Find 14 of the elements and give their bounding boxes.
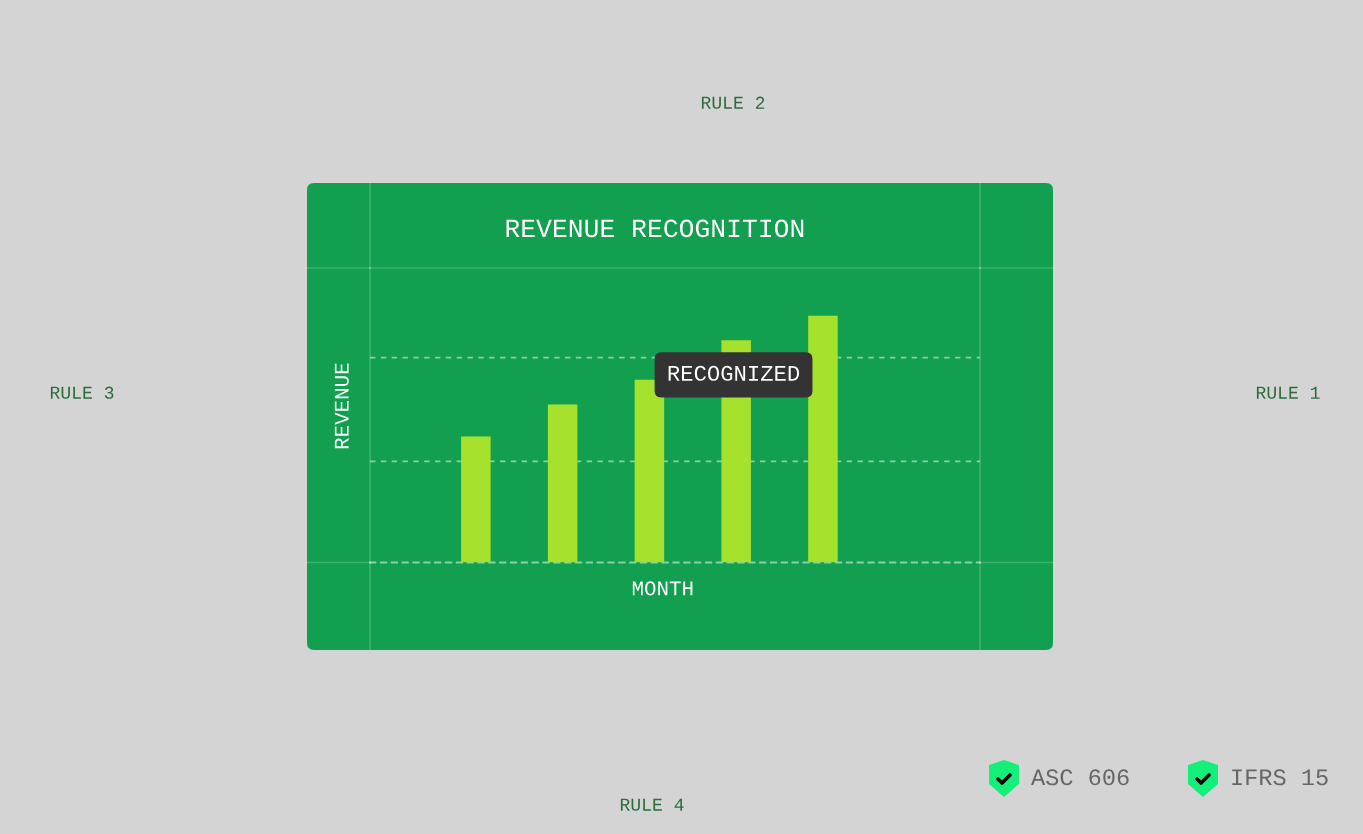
y-axis-title: REVENUE — [334, 363, 349, 449]
text: RULE 1 — [1256, 386, 1320, 399]
bar — [634, 379, 665, 563]
text: RULE 4 — [620, 798, 684, 811]
text: ASC 606 — [1031, 769, 1129, 786]
text: RULE 3 — [50, 386, 114, 399]
x-axis-title: MONTH — [632, 581, 693, 596]
annotation: RECOGNIZED — [668, 365, 800, 381]
bar — [461, 436, 491, 563]
text: IFRS 15 — [1232, 769, 1328, 786]
bar — [547, 404, 578, 563]
chart-title: REVENUE RECOGNITION — [506, 219, 804, 238]
bar — [808, 315, 838, 563]
text: RULE 2 — [701, 96, 765, 109]
